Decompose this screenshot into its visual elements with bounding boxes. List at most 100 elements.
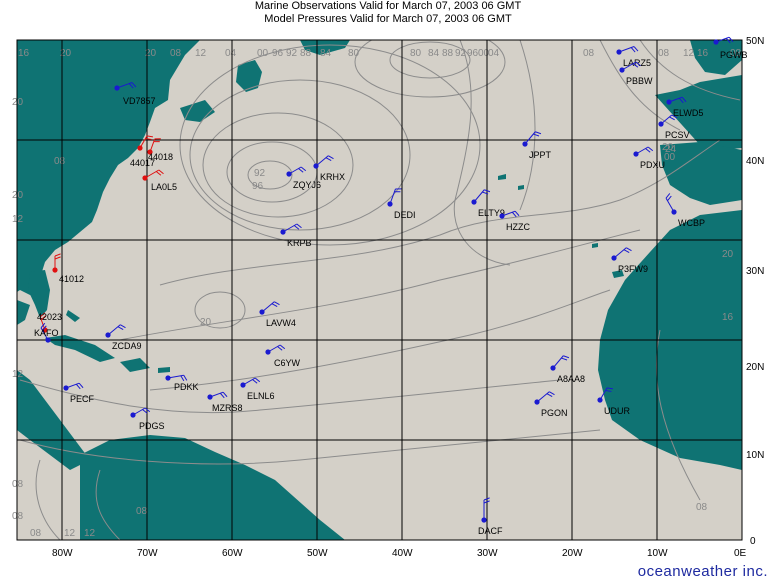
isobar-label: 08 — [696, 502, 708, 513]
wind-barb-feather — [180, 375, 185, 382]
wind-barb-feather — [605, 389, 612, 392]
station-marker[interactable] — [259, 309, 265, 315]
station-marker[interactable] — [471, 199, 477, 205]
station-marker[interactable] — [550, 365, 556, 371]
chart-header: Marine Observations Valid for March 07, … — [0, 0, 776, 32]
isobar-label: 80 — [410, 48, 422, 59]
station-marker[interactable] — [265, 349, 271, 355]
station-marker[interactable] — [280, 229, 286, 235]
station-dacf[interactable]: DACF — [478, 497, 503, 536]
florida-land — [28, 270, 50, 318]
station-la0l5[interactable]: LA0L5 — [142, 169, 177, 192]
station-marker[interactable] — [45, 337, 51, 343]
station-krhx[interactable]: KRHX — [313, 155, 345, 182]
station-marker[interactable] — [114, 85, 120, 91]
station-elty9[interactable]: ELTY9 — [471, 189, 505, 218]
station-marker[interactable] — [240, 382, 246, 388]
station-marker[interactable] — [522, 141, 528, 147]
station-lavw4[interactable]: LAVW4 — [259, 301, 296, 328]
station-vd7857[interactable]: VD7857 — [114, 82, 156, 106]
station-zcda9[interactable]: ZCDA9 — [105, 324, 142, 351]
wind-barb-feather — [667, 195, 672, 202]
station-marker[interactable] — [52, 267, 58, 273]
wind-barb-feather — [665, 193, 671, 199]
station-marker[interactable] — [207, 394, 213, 400]
station-id-label: 41012 — [59, 274, 84, 284]
station-marker[interactable] — [147, 149, 153, 155]
station-41012[interactable]: 41012 — [52, 253, 84, 284]
wind-barb-feather — [274, 301, 280, 306]
station-krpb[interactable]: KRPB — [280, 223, 312, 248]
station-jppt[interactable]: JPPT — [522, 131, 552, 160]
station-elwd5[interactable]: ELWD5 — [666, 96, 703, 118]
station-marker[interactable] — [616, 49, 622, 55]
station-marker[interactable] — [713, 39, 719, 45]
station-hzzc[interactable]: HZZC — [499, 210, 530, 232]
station-marker[interactable] — [63, 385, 69, 391]
station-marker[interactable] — [105, 332, 111, 338]
station-pdgs[interactable]: PDGS — [130, 407, 165, 431]
station-pecf[interactable]: PECF — [63, 382, 95, 404]
station-marker[interactable] — [666, 99, 672, 105]
station-marker[interactable] — [137, 145, 143, 151]
wind-barb-feather — [219, 392, 225, 399]
station-pgon[interactable]: PGON — [534, 391, 568, 418]
station-kafo[interactable]: KAFO — [34, 322, 59, 343]
station-marker[interactable] — [142, 175, 148, 181]
station-id-label: PBBW — [626, 76, 653, 86]
isobar-label: 00 — [257, 48, 269, 59]
station-elnl6[interactable]: ELNL6 — [240, 377, 275, 401]
station-wcbp[interactable]: WCBP — [665, 193, 705, 228]
station-marker[interactable] — [313, 163, 319, 169]
wind-barb-feather — [511, 211, 517, 218]
station-marker[interactable] — [597, 397, 603, 403]
station-marker[interactable] — [633, 151, 639, 157]
isobar-line-8 — [599, 40, 681, 131]
wind-barb-feather — [632, 63, 639, 68]
station-marker[interactable] — [481, 517, 487, 523]
isobar-label: 08 — [30, 528, 42, 539]
isobar-label: 08 — [12, 511, 24, 522]
station-marker[interactable] — [534, 399, 540, 405]
wind-barb-feather — [484, 189, 491, 193]
station-pdkk[interactable]: PDKK — [165, 374, 199, 392]
station-a8aa8[interactable]: A8AA8 — [550, 355, 585, 384]
station-c6yw[interactable]: C6YW — [265, 344, 301, 368]
station-mzrs8[interactable]: MZRS8 — [207, 391, 243, 413]
station-marker[interactable] — [130, 412, 136, 418]
station-marker[interactable] — [619, 67, 625, 73]
isobar-label: 00 — [664, 152, 676, 163]
station-44017[interactable]: 44017 — [130, 135, 155, 168]
station-dedi[interactable]: DEDI — [387, 188, 416, 220]
wind-barb-feather — [54, 253, 61, 257]
station-marker[interactable] — [611, 255, 617, 261]
wind-barb-feather — [254, 377, 261, 383]
lon-tick-label: 50W — [307, 548, 328, 559]
station-marker[interactable] — [387, 201, 393, 207]
station-pdxu[interactable]: PDXU — [633, 146, 665, 170]
station-id-label: LAVW4 — [266, 318, 296, 328]
wind-barb-feather — [328, 155, 334, 160]
central-america-land — [17, 370, 90, 470]
station-44018[interactable]: 44018 — [147, 138, 173, 162]
station-marker[interactable] — [671, 209, 677, 215]
north-america-land — [17, 40, 200, 300]
station-pgwb[interactable]: PGWB — [713, 36, 748, 60]
station-id-label: ZCDA9 — [112, 341, 142, 351]
station-pbbw[interactable]: PBBW — [619, 61, 653, 86]
station-pcsv[interactable]: PCSV — [658, 114, 690, 140]
station-zqyj6[interactable]: ZQYJ6 — [286, 166, 321, 190]
wind-barb-feather — [514, 210, 520, 217]
wind-barb-feather — [142, 409, 148, 414]
station-marker[interactable] — [499, 213, 505, 219]
station-udur[interactable]: UDUR — [597, 387, 630, 416]
station-marker[interactable] — [658, 121, 664, 127]
low-center-isobar-4 — [189, 79, 411, 231]
station-id-label: KAFO — [34, 328, 59, 338]
madeira-land — [592, 243, 598, 248]
station-marker[interactable] — [165, 375, 171, 381]
isobar-line-7 — [519, 40, 536, 211]
station-marker[interactable] — [286, 171, 292, 177]
isobar-line-6 — [453, 40, 511, 266]
station-p3fw9[interactable]: P3FW9 — [611, 247, 648, 274]
